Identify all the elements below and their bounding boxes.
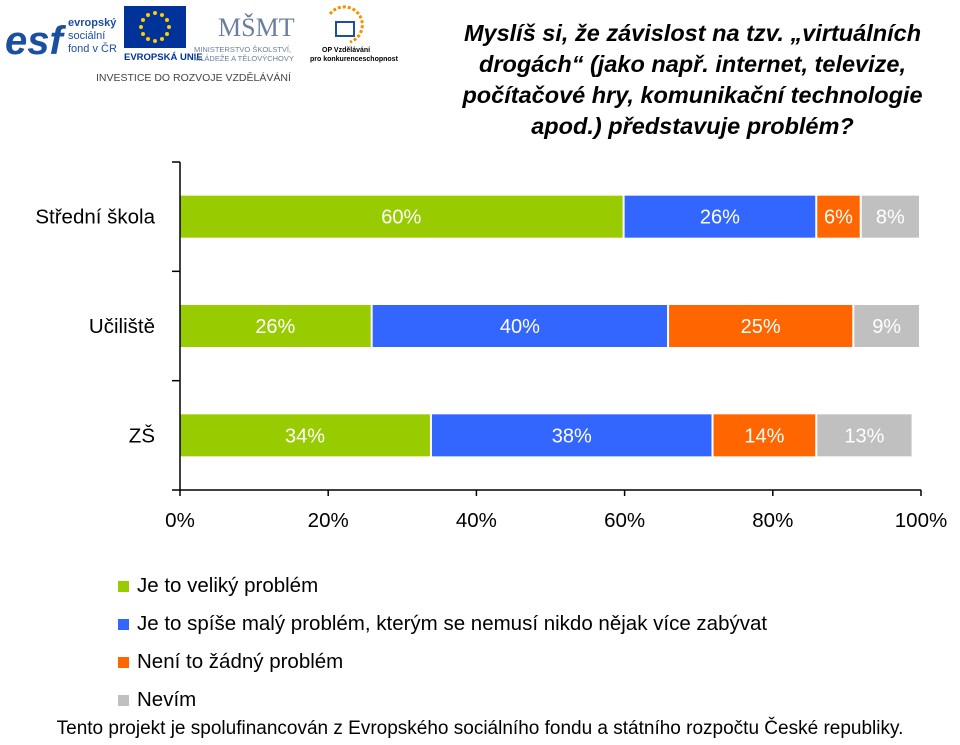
msmt-line-2: MLÁDEŽE A TĚLOVÝCHOVY — [194, 54, 294, 63]
x-tick-label: 80% — [752, 509, 793, 532]
x-tick-label: 60% — [604, 509, 645, 532]
esf-logo: esf evropský sociální fond v ČR — [5, 6, 117, 63]
bar-segment — [180, 305, 371, 347]
legend-item: Je to veliký problém — [118, 567, 767, 605]
bar-segment — [180, 195, 623, 238]
legend-swatch — [118, 656, 129, 668]
bar-segment — [713, 414, 816, 457]
data-label: 14% — [744, 425, 784, 447]
msmt-line-1: MINISTERSTVO ŠKOLSTVÍ, — [194, 45, 291, 54]
data-label: 60% — [381, 207, 421, 229]
data-label: 9% — [872, 316, 901, 338]
x-tick-label: 40% — [456, 509, 497, 532]
legend-item: Je to spíše malý problém, kterým se nemu… — [118, 605, 767, 643]
stacked-bar-chart: 60% 26% 6% 8% Střední škola 26% 40% 25% 9% Učiliš… — [35, 161, 947, 532]
op-logo: OP Vzdělávání pro konkurenceschopnost — [310, 5, 399, 63]
x-tick-label: 100% — [895, 509, 947, 532]
esf-tagline: INVESTICE DO ROZVOJE VZDĚLÁVÁNÍ — [96, 71, 291, 84]
legend-item: Nevím — [118, 681, 767, 719]
chart-legend: Je to veliký problém Je to spíše malý pr… — [118, 567, 767, 719]
bar-segment — [861, 195, 919, 238]
legend-label: Nevím — [137, 688, 197, 711]
op-line-2: pro konkurenceschopnost — [310, 56, 399, 63]
eu-stars-icon — [139, 11, 171, 43]
category-label: ZŠ — [129, 424, 155, 447]
eu-flag-logo: EVROPSKÁ UNIE — [124, 6, 203, 63]
category-label: Učiliště — [89, 315, 155, 338]
eu-label: EVROPSKÁ UNIE — [124, 52, 203, 63]
msmt-wordmark: MŠMT — [218, 13, 295, 42]
bar-segment — [431, 414, 712, 457]
bar-segment — [624, 195, 816, 238]
bar-segment — [817, 414, 912, 457]
bar-segment — [372, 305, 668, 347]
data-label: 26% — [255, 316, 295, 338]
msmt-logo: MŠMT MINISTERSTVO ŠKOLSTVÍ, MLÁDEŽE A TĚ… — [194, 13, 295, 63]
bar-segment — [817, 195, 860, 238]
legend-swatch — [118, 618, 129, 630]
logo-strip: esf evropský sociální fond v ČR EVROPSKÁ… — [5, 5, 399, 84]
bar-segment — [669, 305, 853, 347]
bar-segment — [854, 305, 919, 347]
bar-segment — [180, 414, 430, 457]
esf-line-3: fond v ČR — [68, 42, 117, 55]
x-tick-label: 0% — [165, 509, 195, 532]
legend-label: Není to žádný problém — [137, 650, 344, 673]
category-label: Střední škola — [35, 206, 155, 229]
data-label: 40% — [500, 316, 540, 338]
esf-line-2: sociální — [68, 30, 105, 42]
x-tick-label: 20% — [308, 509, 349, 532]
legend-label: Je to spíše malý problém, kterým se nemu… — [137, 612, 768, 635]
legend-swatch — [118, 580, 129, 592]
chart-title: Myslíš si, že závislost na tzv. „virtuál… — [462, 20, 923, 139]
data-label: 6% — [824, 207, 853, 229]
data-label: 13% — [844, 425, 884, 447]
data-label: 38% — [552, 425, 592, 447]
esf-line-1: evropský — [68, 17, 117, 29]
legend-swatch — [118, 694, 129, 706]
esf-wordmark: esf — [5, 19, 66, 63]
legend-label: Je to veliký problém — [137, 574, 319, 597]
footer-note: Tento projekt je spolufinancován z Evrop… — [56, 718, 904, 739]
op-line-1: OP Vzdělávání — [322, 47, 371, 54]
data-label: 8% — [876, 207, 905, 229]
legend-item: Není to žádný problém — [118, 643, 767, 681]
data-label: 26% — [700, 207, 740, 229]
data-label: 25% — [741, 316, 781, 338]
data-label: 34% — [285, 425, 325, 447]
